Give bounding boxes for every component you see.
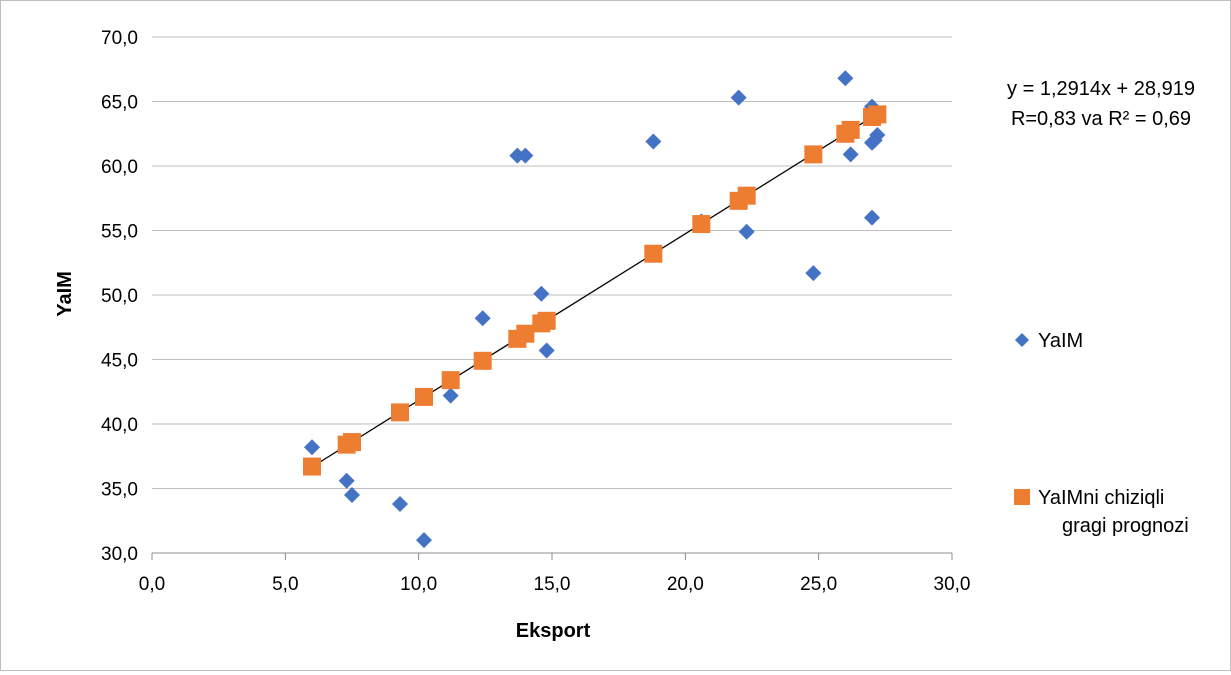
legend-label: gragi prognozi	[1062, 515, 1189, 537]
diamond-point	[517, 147, 534, 164]
diamond-point	[392, 495, 408, 512]
square-point	[692, 215, 711, 234]
tick-labels: 30,0 35,0 40,0 45,0 50,0 55,0 60,0 65,0 70,0 0,0 5…	[101, 28, 970, 595]
diamond-point	[442, 387, 459, 404]
y-tick-label: 30,0	[101, 544, 138, 565]
trendline-r-value: R=0,83 va R² = 0,69	[1011, 108, 1191, 130]
diamond-point	[730, 89, 747, 106]
square-point	[473, 351, 492, 370]
square-point	[516, 324, 535, 343]
square-point	[441, 371, 460, 390]
y-tick-label: 35,0	[101, 480, 138, 501]
diamond-point	[338, 472, 355, 489]
diamond-point	[645, 133, 662, 150]
square-point	[644, 244, 663, 263]
data-points	[303, 70, 887, 549]
grid-lines	[152, 36, 952, 489]
axes	[151, 552, 953, 560]
x-axis-title: Eksport	[516, 620, 591, 642]
square-point	[804, 145, 823, 164]
y-axis-title: YaIM	[54, 271, 76, 317]
diamond-point	[842, 146, 859, 163]
trendline-equation: y = 1,2914x + 28,919	[1007, 78, 1195, 100]
square-point	[391, 403, 409, 422]
y-tick-label: 60,0	[101, 157, 138, 178]
diamond-point	[864, 209, 880, 226]
legend: YaIM YaIMni chiziqli gragi prognozi	[1014, 330, 1189, 537]
square-point	[537, 311, 556, 330]
x-tick-label: 15,0	[534, 574, 571, 595]
x-tick-label: 25,0	[800, 574, 837, 595]
square-point	[841, 120, 860, 139]
y-tick-label: 50,0	[101, 286, 138, 307]
square-point	[415, 387, 433, 406]
diamond-point	[869, 127, 886, 144]
diamond-point	[416, 532, 432, 549]
square-point	[868, 105, 887, 124]
diamond-point	[805, 265, 822, 282]
y-tick-label: 70,0	[101, 28, 138, 49]
x-tick-label: 5,0	[272, 574, 298, 595]
diamond-point	[538, 342, 555, 359]
y-tick-label: 55,0	[101, 222, 138, 243]
y-tick-label: 45,0	[101, 351, 138, 372]
diamond-point	[533, 285, 550, 302]
diamond-point	[344, 486, 360, 503]
diamond-point	[304, 439, 320, 456]
x-tick-label: 20,0	[667, 574, 704, 595]
diamond-point	[837, 70, 854, 87]
y-tick-label: 40,0	[101, 415, 138, 436]
square-point	[737, 186, 756, 205]
legend-label: YaIM	[1038, 330, 1083, 352]
x-tick-label: 10,0	[400, 574, 437, 595]
legend-square-marker	[1014, 489, 1030, 505]
x-tick-label: 0,0	[139, 574, 165, 595]
square-point	[303, 457, 321, 476]
diamond-point	[474, 310, 491, 327]
y-tick-label: 65,0	[101, 93, 138, 114]
x-tick-label: 30,0	[934, 574, 971, 595]
square-point	[343, 433, 361, 452]
diamond-point	[738, 223, 755, 240]
legend-diamond-marker	[1015, 333, 1029, 347]
legend-label: YaIMni chiziqli	[1038, 487, 1164, 509]
